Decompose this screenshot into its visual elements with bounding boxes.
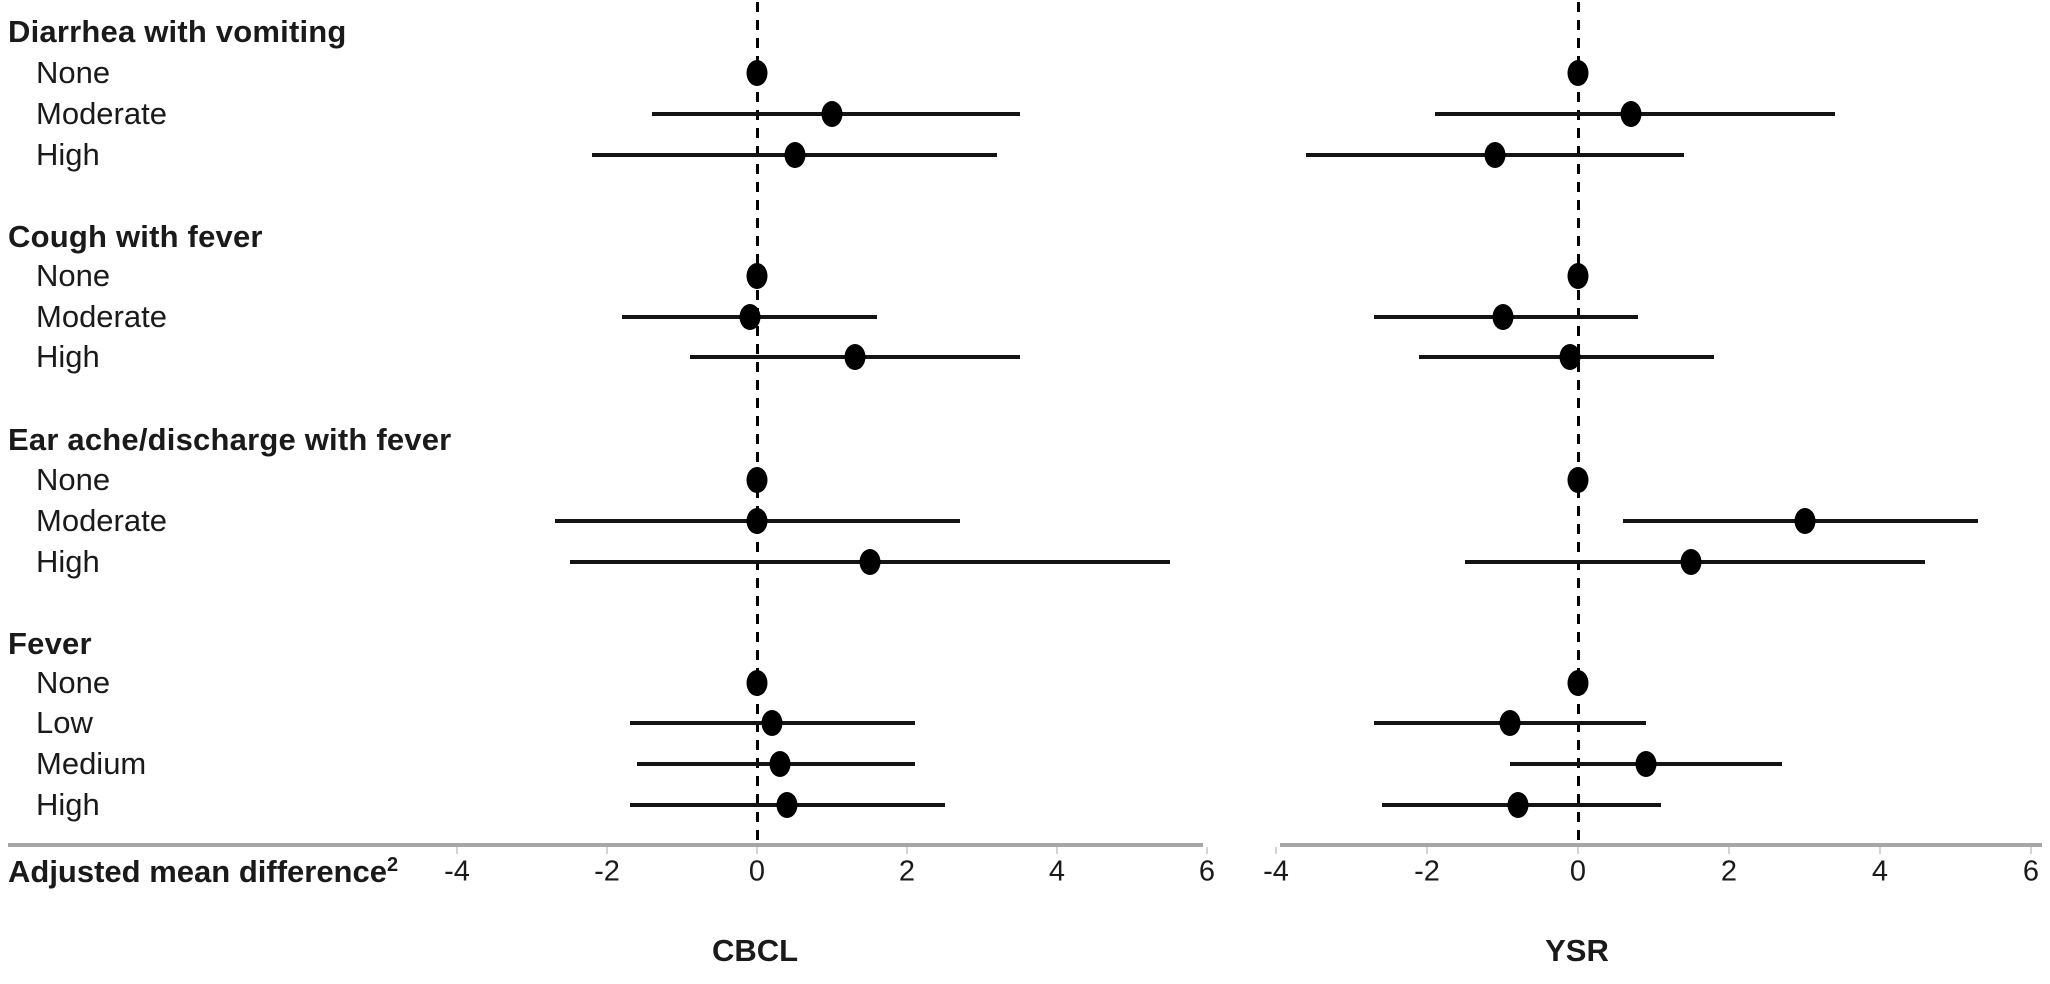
point-estimate-dot [1484, 142, 1506, 168]
panel-title-ysr: YSR [1545, 933, 1609, 968]
x-axis-tick-label: 2 [1720, 855, 1738, 888]
x-axis-title-superscript: 2 [386, 853, 399, 876]
x-axis-tick-mark [906, 847, 908, 854]
x-axis-tick-label: 4 [1048, 855, 1066, 888]
x-axis-tick-label: -2 [594, 855, 620, 888]
point-estimate-dot [1567, 670, 1589, 696]
point-estimate-dot [1499, 710, 1521, 736]
x-axis-line [8, 843, 1203, 847]
row-label: Low [36, 705, 93, 740]
point-estimate-dot [844, 344, 865, 370]
row-label: High [36, 339, 100, 374]
row-label: Moderate [36, 503, 167, 538]
point-estimate-dot [739, 304, 760, 330]
row-label: High [36, 137, 100, 172]
point-estimate-dot [746, 670, 768, 696]
point-estimate-dot [769, 751, 790, 777]
point-estimate-dot [746, 508, 768, 534]
zero-reference-line [1576, 2, 1580, 845]
point-estimate-dot [1567, 467, 1589, 493]
group-label: Diarrhea with vomiting [8, 14, 347, 49]
point-estimate-dot [1567, 60, 1589, 86]
point-estimate-dot [1507, 792, 1529, 818]
x-axis-line [1280, 843, 2042, 847]
x-axis-tick-label: -2 [1414, 855, 1440, 888]
row-label: Medium [36, 746, 147, 781]
point-estimate-dot [1492, 304, 1513, 330]
row-label: Moderate [36, 299, 167, 334]
x-axis-tick-mark [756, 847, 758, 854]
x-axis-tick-label: 6 [2022, 855, 2040, 888]
row-label: None [36, 258, 111, 293]
point-estimate-dot [821, 101, 843, 127]
x-axis-tick-mark [1056, 847, 1058, 854]
row-label: High [36, 544, 100, 579]
x-axis-tick-mark [1728, 847, 1730, 854]
x-axis-tick-mark [1426, 847, 1428, 854]
x-axis-tick-label: 0 [748, 855, 766, 888]
point-estimate-dot [746, 263, 768, 289]
row-label: None [36, 665, 111, 700]
x-axis-tick-label: -4 [1263, 855, 1289, 888]
point-estimate-dot [784, 142, 805, 168]
point-estimate-dot [1567, 263, 1589, 289]
x-axis-tick-label: 0 [1569, 855, 1587, 888]
x-axis-tick-mark [1275, 847, 1277, 854]
point-estimate-dot [859, 549, 880, 575]
x-axis-title: Adjusted mean difference2 [8, 854, 398, 890]
group-label: Ear ache/discharge with fever [8, 422, 452, 457]
point-estimate-dot [1635, 751, 1657, 777]
point-estimate-dot [746, 60, 768, 86]
x-axis-tick-label: 6 [1198, 855, 1216, 888]
x-axis-title-text: Adjusted mean difference [8, 854, 387, 890]
x-axis-tick-mark [606, 847, 608, 854]
row-label: None [36, 462, 111, 497]
row-label: None [36, 55, 111, 90]
x-axis-tick-mark [1879, 847, 1881, 854]
row-label: High [36, 787, 100, 822]
x-axis-tick-mark [1206, 847, 1208, 854]
point-estimate-dot [1680, 549, 1702, 575]
point-estimate-dot [761, 710, 783, 736]
point-estimate-dot [1559, 344, 1581, 370]
x-axis-tick-label: 2 [898, 855, 916, 888]
x-axis-tick-label: -4 [444, 855, 470, 888]
x-axis-tick-mark [1577, 847, 1579, 854]
x-axis-tick-label: 4 [1871, 855, 1889, 888]
row-label: Moderate [36, 96, 167, 131]
panel-title-cbcl: CBCL [711, 933, 799, 968]
point-estimate-dot [1794, 508, 1815, 534]
point-estimate-dot [1620, 101, 1642, 127]
zero-reference-line [755, 2, 759, 845]
x-axis-tick-mark [2030, 847, 2032, 854]
group-label: Fever [8, 626, 92, 661]
group-label: Cough with fever [8, 219, 263, 254]
point-estimate-dot [776, 792, 798, 818]
point-estimate-dot [746, 467, 768, 493]
x-axis-tick-mark [456, 847, 458, 854]
